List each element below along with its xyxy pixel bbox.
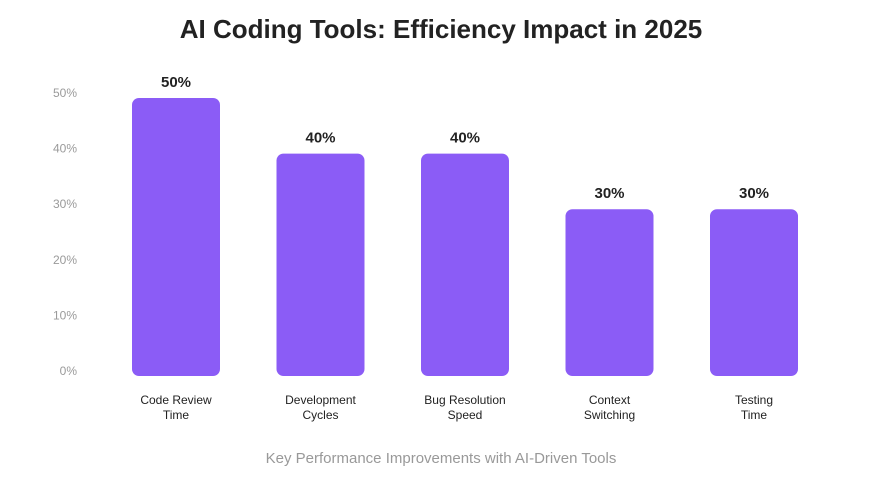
x-category-label: Development xyxy=(285,393,356,407)
y-tick-label: 30% xyxy=(53,197,77,211)
y-tick-label: 0% xyxy=(60,364,78,378)
bar xyxy=(421,153,509,376)
chart-subtitle: Key Performance Improvements with AI-Dri… xyxy=(265,450,617,467)
x-category-label: Time xyxy=(163,408,190,422)
y-tick-label: 50% xyxy=(53,86,77,100)
x-category-label: Switching xyxy=(584,408,635,422)
bar-value-label: 30% xyxy=(594,185,624,202)
x-category-label: Bug Resolution xyxy=(424,393,505,407)
bar-value-label: 40% xyxy=(305,130,335,147)
bar-value-label: 40% xyxy=(450,130,480,147)
x-category-label: Code Review xyxy=(140,393,212,407)
chart-title: AI Coding Tools: Efficiency Impact in 20… xyxy=(179,14,703,44)
bar-value-label: 50% xyxy=(161,74,191,91)
x-category-label: Context xyxy=(589,393,631,407)
x-category-label: Speed xyxy=(448,408,483,422)
bar xyxy=(276,153,365,376)
bar xyxy=(132,98,220,376)
x-category-label: Testing xyxy=(735,393,773,407)
x-category-label: Cycles xyxy=(302,408,338,422)
y-tick-label: 20% xyxy=(53,253,77,267)
bar xyxy=(710,209,798,376)
x-category-label: Time xyxy=(741,408,768,422)
y-tick-label: 40% xyxy=(53,142,77,156)
bar-value-label: 30% xyxy=(739,185,769,202)
y-tick-label: 10% xyxy=(53,308,77,322)
bar xyxy=(565,209,654,376)
